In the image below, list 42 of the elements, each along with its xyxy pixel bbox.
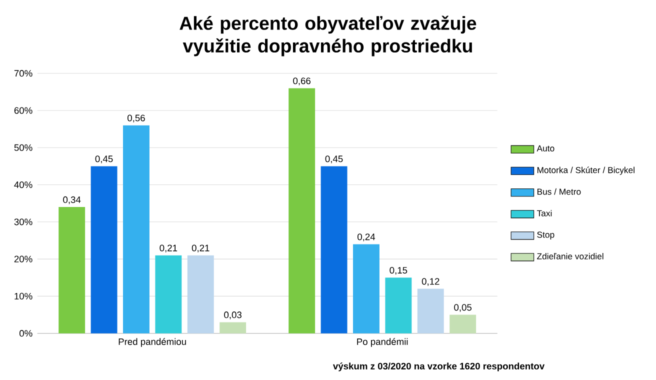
y-tick-label: 30%	[14, 218, 32, 226]
data-label: 0,34	[63, 196, 81, 204]
data-label: 0,45	[95, 156, 113, 164]
data-label: 0,21	[192, 244, 210, 252]
text: výskum z 03/2020 na vzorke 1620 respondentov	[333, 362, 545, 372]
legend-label: Zdieľanie vozidiel	[537, 253, 604, 260]
data-label: 0,15	[390, 266, 408, 275]
x-tick-label: Po pandémii	[357, 338, 408, 347]
x-tick-label: Pred pandémiou	[118, 338, 186, 347]
legend-label: Taxi	[536, 210, 552, 216]
data-label: 0,66	[293, 78, 310, 86]
bar	[90, 166, 118, 334]
data-label: 0,03	[224, 312, 242, 320]
y-tick-label: 60%	[14, 107, 32, 114]
bar	[385, 278, 412, 334]
bar	[123, 125, 150, 334]
y-tick-label: 0%	[19, 330, 32, 337]
legend-label: Bus / Metro	[537, 188, 581, 195]
y-tick-label: 20%	[14, 256, 32, 262]
y-tick-label: 10%	[14, 292, 32, 300]
data-label: 0,21	[160, 244, 178, 252]
bar	[220, 322, 246, 334]
bar	[288, 88, 316, 334]
data-label: 0,56	[128, 114, 145, 122]
data-label: 0,12	[422, 278, 440, 286]
bar	[320, 166, 348, 334]
bar	[450, 314, 476, 334]
legend-label: Stop	[537, 232, 554, 240]
bar	[417, 288, 444, 334]
data-label: 0,24	[358, 234, 376, 242]
y-tick-label: 70%	[14, 70, 32, 77]
data-label: 0,45	[325, 156, 343, 164]
legend-label: Motorka / Skúter / Bicykel	[537, 166, 634, 175]
y-tick-label: 40%	[14, 181, 32, 188]
data-label: 0,05	[454, 304, 472, 312]
bar	[187, 255, 214, 334]
bar	[155, 255, 182, 334]
bar	[58, 207, 86, 334]
y-tick-label: 50%	[14, 144, 32, 151]
chart-title: Aké percento obyvateľov zvažuje využitie dopravného prostriedku	[180, 16, 476, 56]
legend-label: Auto	[536, 145, 554, 152]
bar	[353, 244, 380, 334]
